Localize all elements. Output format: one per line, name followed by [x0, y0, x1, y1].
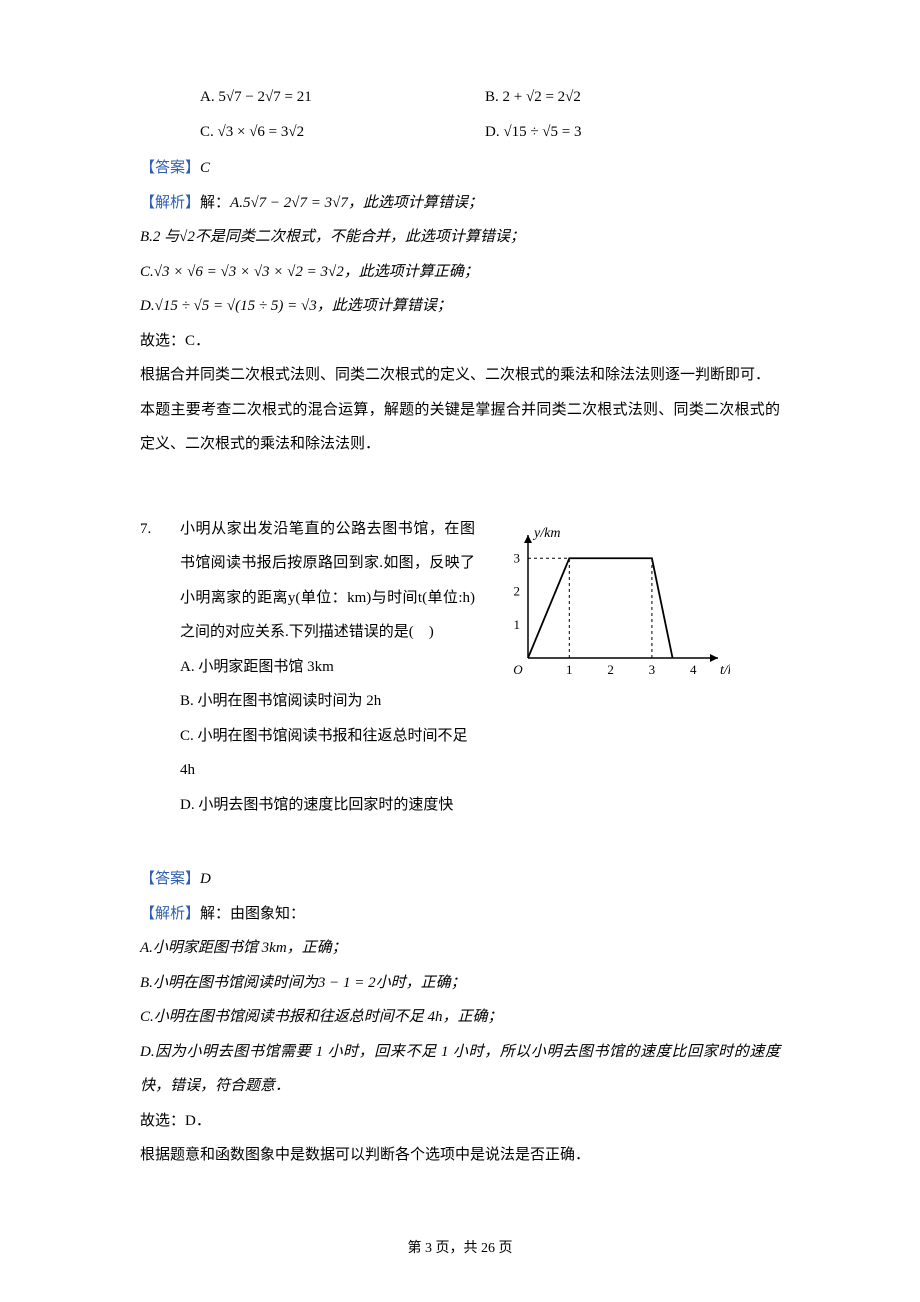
q7-line-b: B.小明在图书馆阅读时间为3 − 1 = 2小时，正确；: [140, 966, 780, 1001]
q6-explain-2: 本题主要考查二次根式的混合运算，解题的关键是掌握合并同类二次根式法则、同类二次根…: [140, 393, 780, 462]
analysis-label: 【解析】: [140, 906, 200, 922]
q7-answer: 【答案】D: [140, 862, 780, 897]
q7-opt-d: D. 小明去图书馆的速度比回家时的速度快: [180, 788, 480, 823]
q7-explain-1: 根据题意和函数图象中是数据可以判断各个选项中是说法是否正确．: [140, 1138, 780, 1173]
q6-line-c: C.√3 × √6 = √3 × √3 × √2 = 3√2，此选项计算正确；: [140, 255, 780, 290]
svg-text:y/km: y/km: [532, 526, 560, 541]
analysis-prefix: 解：: [200, 195, 230, 211]
q7-conclude: 故选：D．: [140, 1104, 780, 1139]
q6-line-a: A.5√7 − 2√7 = 3√7，此选项计算错误；: [230, 195, 483, 211]
analysis-label: 【解析】: [140, 195, 200, 211]
svg-text:t/h: t/h: [720, 663, 730, 678]
answer-value: C: [200, 160, 210, 176]
q6-line-b: B.2 与√2不是同类二次根式，不能合并，此选项计算错误；: [140, 220, 780, 255]
svg-text:1: 1: [514, 616, 521, 631]
q6-options: A. 5√7 − 2√7 = 21 B. 2 + √2 = 2√2: [200, 80, 780, 115]
q7-text: 7.小明从家出发沿笔直的公路去图书馆，在图书馆阅读书报后按原路回到家.如图，反映…: [140, 512, 480, 823]
svg-text:3: 3: [649, 662, 656, 677]
q7-options: A. 小明家距图书馆 3km B. 小明在图书馆阅读时间为 2h C. 小明在图…: [180, 650, 480, 823]
q6-options-2: C. √3 × √6 = 3√2 D. √15 ÷ √5 = 3: [200, 115, 780, 150]
q6-explain-1: 根据合并同类二次根式法则、同类二次根式的定义、二次根式的乘法和除法法则逐一判断即…: [140, 358, 780, 393]
q7-analysis: 【解析】解：由图象知：: [140, 897, 780, 932]
answer-value: D: [200, 871, 211, 887]
q6-opt-b: B. 2 + √2 = 2√2: [485, 80, 780, 115]
q7-block: 7.小明从家出发沿笔直的公路去图书馆，在图书馆阅读书报后按原路回到家.如图，反映…: [140, 512, 780, 823]
q7-opt-b: B. 小明在图书馆阅读时间为 2h: [180, 684, 480, 719]
distance-time-chart: 1 2 3 4 1 2 3 Oy/km t/h: [500, 517, 730, 682]
q6-line-d: D.√15 ÷ √5 = √(15 ÷ 5) = √3，此选项计算错误；: [140, 289, 780, 324]
svg-text:3: 3: [514, 550, 521, 565]
q7-line-c: C.小明在图书馆阅读书报和往返总时间不足 4h，正确；: [140, 1000, 780, 1035]
svg-text:4: 4: [690, 662, 697, 677]
analysis-prefix: 解：由图象知：: [200, 906, 305, 922]
q6-opt-d: D. √15 ÷ √5 = 3: [485, 115, 780, 150]
q7-stem: 小明从家出发沿笔直的公路去图书馆，在图书馆阅读书报后按原路回到家.如图，反映了小…: [180, 512, 475, 650]
answer-label: 【答案】: [140, 871, 200, 887]
q7-line-d: D.因为小明去图书馆需要 1 小时，回来不足 1 小时，所以小明去图书馆的速度比…: [140, 1035, 780, 1104]
answer-label: 【答案】: [140, 160, 200, 176]
svg-text:2: 2: [514, 583, 521, 598]
page-footer: 第 3 页，共 26 页: [140, 1233, 780, 1265]
q7-line-a: A.小明家距图书馆 3km，正确；: [140, 931, 780, 966]
q6-conclude: 故选：C．: [140, 324, 780, 359]
q7-opt-c: C. 小明在图书馆阅读书报和往返总时间不足 4h: [180, 719, 480, 788]
q6-answer: 【答案】C: [140, 151, 780, 186]
q6-analysis: 【解析】解：A.5√7 − 2√7 = 3√7，此选项计算错误；: [140, 186, 780, 221]
q6-opt-a: A. 5√7 − 2√7 = 21: [200, 80, 485, 115]
svg-text:1: 1: [566, 662, 573, 677]
q7-graph: 1 2 3 4 1 2 3 Oy/km t/h: [480, 512, 780, 696]
q7-opt-a: A. 小明家距图书馆 3km: [180, 650, 480, 685]
svg-text:2: 2: [607, 662, 614, 677]
svg-text:O: O: [513, 662, 523, 677]
q6-opt-c: C. √3 × √6 = 3√2: [200, 115, 485, 150]
q7-number: 7.: [140, 512, 180, 547]
